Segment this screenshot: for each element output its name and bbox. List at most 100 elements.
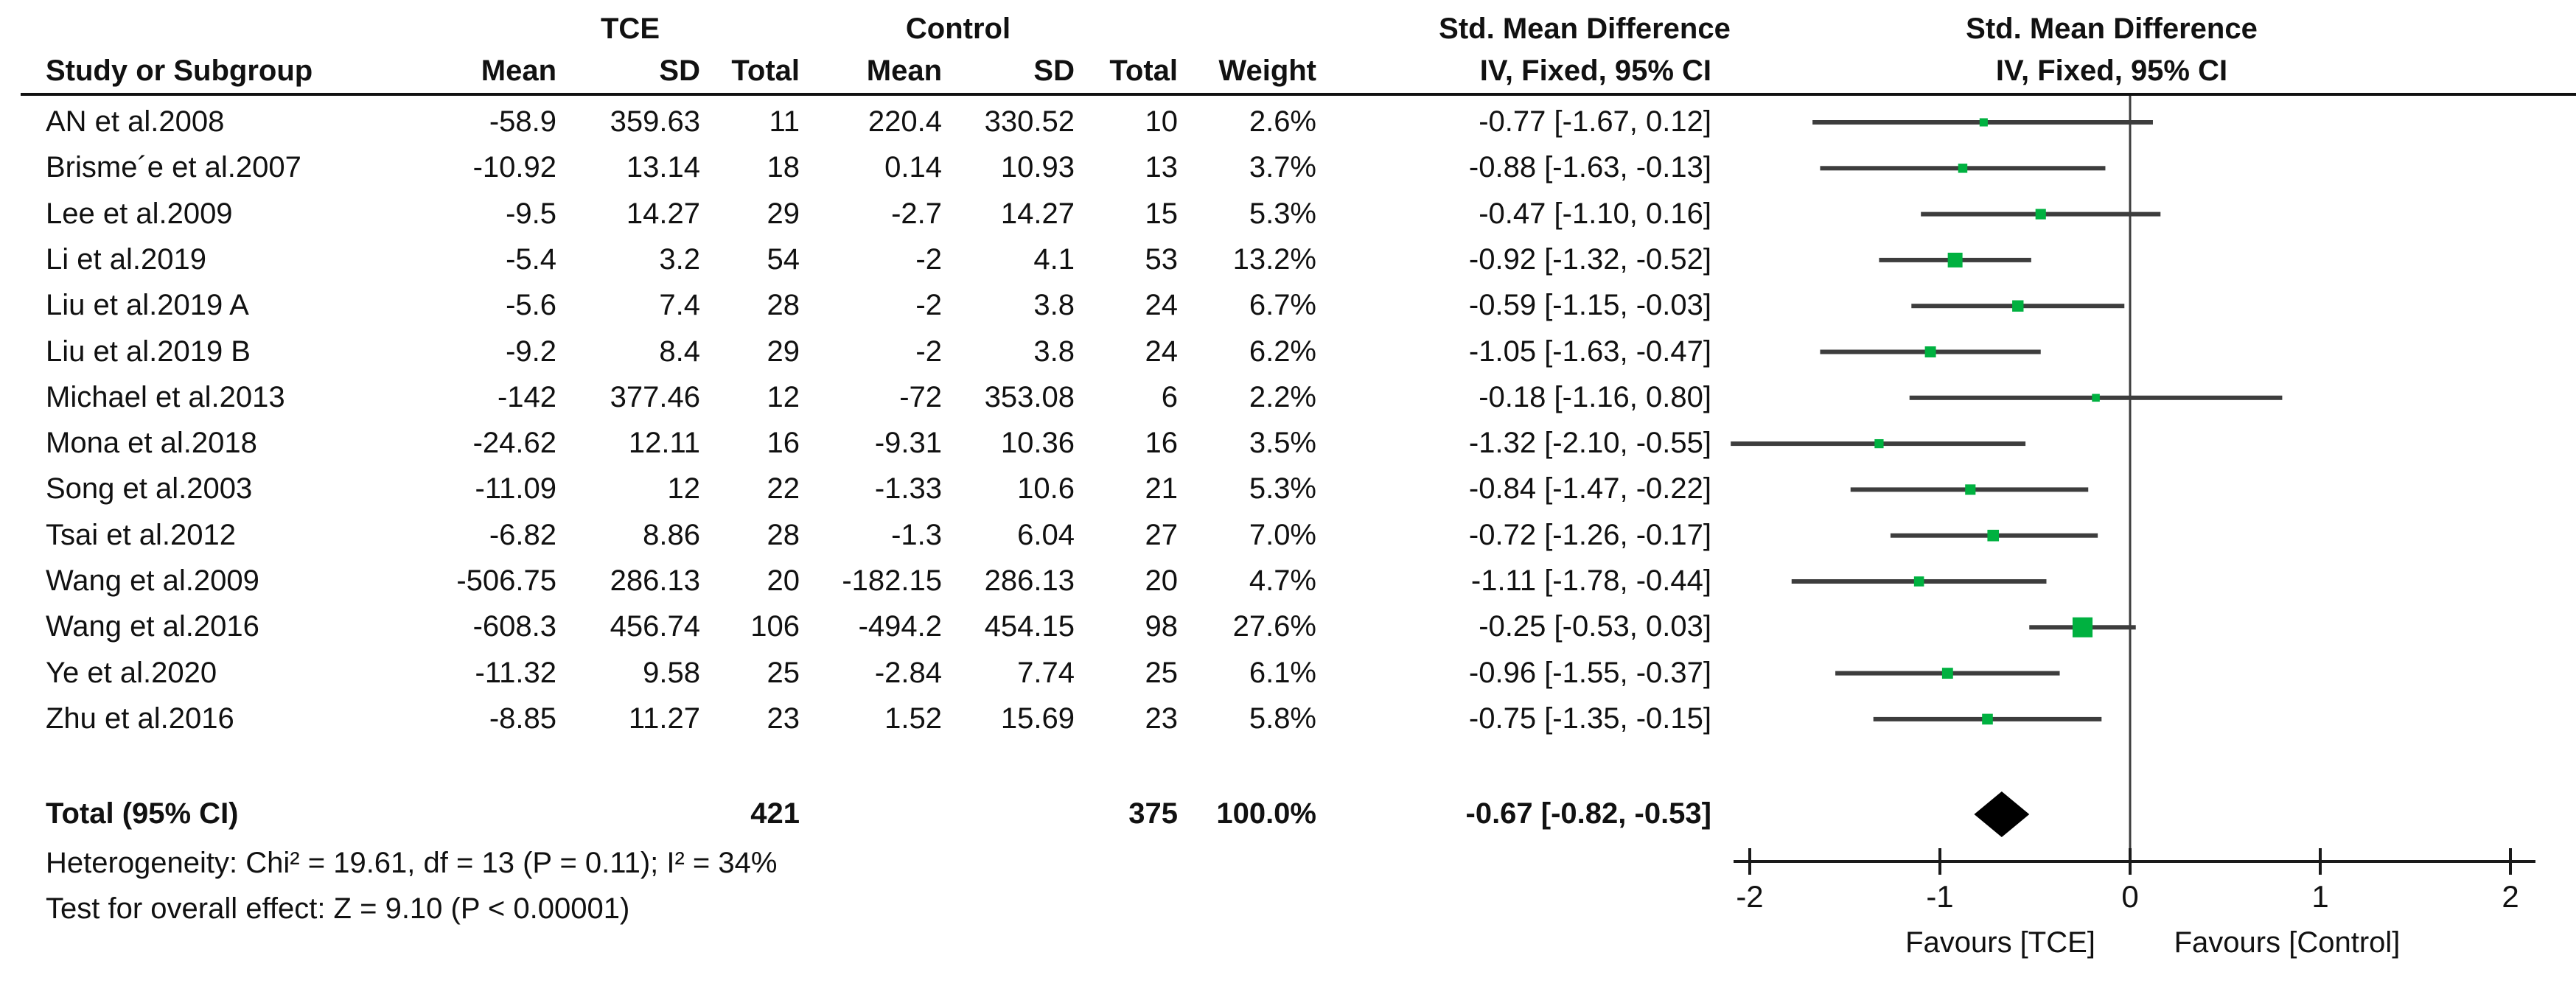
cell-control-mean: -2 <box>915 289 942 321</box>
axis-tick-label: -2 <box>1736 879 1764 914</box>
effect-square <box>1987 529 2000 542</box>
cell-control-sd: 15.69 <box>1000 702 1075 735</box>
cell-tce-total: 18 <box>767 151 800 183</box>
cell-study-name: Liu et al.2019 A <box>46 289 249 321</box>
x-axis-tick <box>2509 848 2512 875</box>
cell-control-total: 20 <box>1145 564 1179 597</box>
smd-text-column-title: Std. Mean Difference <box>1439 13 1731 45</box>
cell-control-total: 15 <box>1145 197 1179 230</box>
cell-tce-total: 12 <box>767 381 800 413</box>
column-group-tce: TCE <box>601 13 660 45</box>
column-header-tce-total: Total <box>731 55 800 87</box>
cell-ci-text: -1.05 [-1.63, -0.47] <box>1468 335 1711 368</box>
cell-tce-total: 29 <box>767 197 800 230</box>
cell-study-name: Wang et al.2009 <box>46 564 259 597</box>
total-weight: 100.0% <box>1216 797 1316 830</box>
zero-reference-line <box>2129 96 2132 861</box>
cell-tce-mean: -5.6 <box>506 289 556 321</box>
cell-tce-total: 29 <box>767 335 800 368</box>
cell-ci-text: -0.59 [-1.15, -0.03] <box>1468 289 1711 321</box>
column-header-tce-mean: Mean <box>481 55 556 87</box>
cell-control-mean: -1.3 <box>891 519 942 551</box>
cell-control-mean: -1.33 <box>874 472 942 505</box>
cell-control-mean: -494.2 <box>858 610 942 643</box>
x-axis-tick <box>1938 848 1941 875</box>
cell-control-mean: 220.4 <box>868 105 942 138</box>
cell-tce-total: 11 <box>769 105 800 138</box>
cell-control-mean: -2.84 <box>874 657 942 689</box>
cell-weight: 3.5% <box>1249 427 1316 459</box>
column-header-control-sd: SD <box>1033 55 1075 87</box>
cell-control-sd: 4.1 <box>1033 243 1075 276</box>
cell-weight: 6.2% <box>1249 335 1316 368</box>
total-ci-text: -0.67 [-0.82, -0.53] <box>1465 797 1712 830</box>
cell-study-name: Michael et al.2013 <box>46 381 285 413</box>
cell-tce-sd: 7.4 <box>659 289 700 321</box>
cell-tce-total: 106 <box>750 610 800 643</box>
cell-control-mean: -2.7 <box>891 197 942 230</box>
cell-ci-text: -0.47 [-1.10, 0.16] <box>1479 197 1711 230</box>
cell-tce-mean: -58.9 <box>489 105 556 138</box>
x-axis-tick <box>1748 848 1751 875</box>
cell-weight: 4.7% <box>1249 564 1316 597</box>
cell-ci-text: -0.96 [-1.55, -0.37] <box>1468 657 1711 689</box>
axis-tick-label: 2 <box>2502 879 2519 914</box>
cell-study-name: Mona et al.2018 <box>46 427 257 459</box>
column-header-tce-sd: SD <box>659 55 700 87</box>
cell-tce-mean: -6.82 <box>489 519 556 551</box>
column-header-ci-text: IV, Fixed, 95% CI <box>1479 55 1711 87</box>
cell-study-name: Wang et al.2016 <box>46 610 259 643</box>
column-header-control-mean: Mean <box>866 55 942 87</box>
cell-control-sd: 10.6 <box>1017 472 1075 505</box>
pooled-effect-diamond <box>1974 791 2030 837</box>
column-header-control-total: Total <box>1109 55 1178 87</box>
smd-plot-column-title: Std. Mean Difference <box>1966 13 2258 45</box>
cell-weight: 5.8% <box>1249 702 1316 735</box>
cell-weight: 2.6% <box>1249 105 1316 138</box>
cell-tce-sd: 377.46 <box>610 381 700 413</box>
cell-ci-text: -0.18 [-1.16, 0.80] <box>1479 381 1711 413</box>
axis-tick-label: 0 <box>2121 879 2139 914</box>
cell-tce-mean: -9.5 <box>506 197 556 230</box>
cell-tce-total: 28 <box>767 289 800 321</box>
effect-square <box>2012 300 2024 312</box>
cell-tce-mean: -506.75 <box>456 564 556 597</box>
cell-control-sd: 10.93 <box>1000 151 1075 183</box>
cell-control-total: 23 <box>1145 702 1179 735</box>
cell-tce-total: 25 <box>767 657 800 689</box>
cell-ci-text: -0.84 [-1.47, -0.22] <box>1468 472 1711 505</box>
cell-tce-total: 23 <box>767 702 800 735</box>
cell-tce-mean: -11.32 <box>475 657 556 689</box>
x-axis-line <box>1734 860 2535 863</box>
effect-square <box>2035 209 2046 220</box>
cell-control-mean: 1.52 <box>884 702 942 735</box>
effect-square <box>1913 576 1924 587</box>
cell-tce-mean: -9.2 <box>506 335 556 368</box>
cell-tce-mean: -142 <box>497 381 556 413</box>
cell-tce-sd: 3.2 <box>659 243 700 276</box>
cell-tce-sd: 14.27 <box>626 197 700 230</box>
cell-study-name: Liu et al.2019 B <box>46 335 251 368</box>
cell-control-total: 25 <box>1145 657 1179 689</box>
favours-right-label: Favours [Control] <box>2174 926 2401 959</box>
cell-study-name: Tsai et al.2012 <box>46 519 236 551</box>
cell-weight: 3.7% <box>1249 151 1316 183</box>
cell-control-sd: 3.8 <box>1033 289 1075 321</box>
cell-weight: 5.3% <box>1249 197 1316 230</box>
cell-control-sd: 330.52 <box>984 105 1075 138</box>
cell-study-name: Song et al.2003 <box>46 472 253 505</box>
favours-left-label: Favours [TCE] <box>1905 926 2095 959</box>
cell-control-mean: 0.14 <box>884 151 942 183</box>
header-separator-rule <box>21 93 2576 96</box>
cell-control-sd: 14.27 <box>1000 197 1075 230</box>
cell-control-mean: -2 <box>915 335 942 368</box>
effect-square <box>1965 484 1976 495</box>
cell-control-sd: 6.04 <box>1017 519 1075 551</box>
cell-study-name: Li et al.2019 <box>46 243 206 276</box>
effect-square <box>2072 617 2093 637</box>
overall-effect-note: Test for overall effect: Z = 9.10 (P < 0… <box>46 892 630 925</box>
cell-ci-text: -0.77 [-1.67, 0.12] <box>1479 105 1711 138</box>
cell-control-mean: -182.15 <box>842 564 942 597</box>
effect-square <box>2092 394 2100 402</box>
